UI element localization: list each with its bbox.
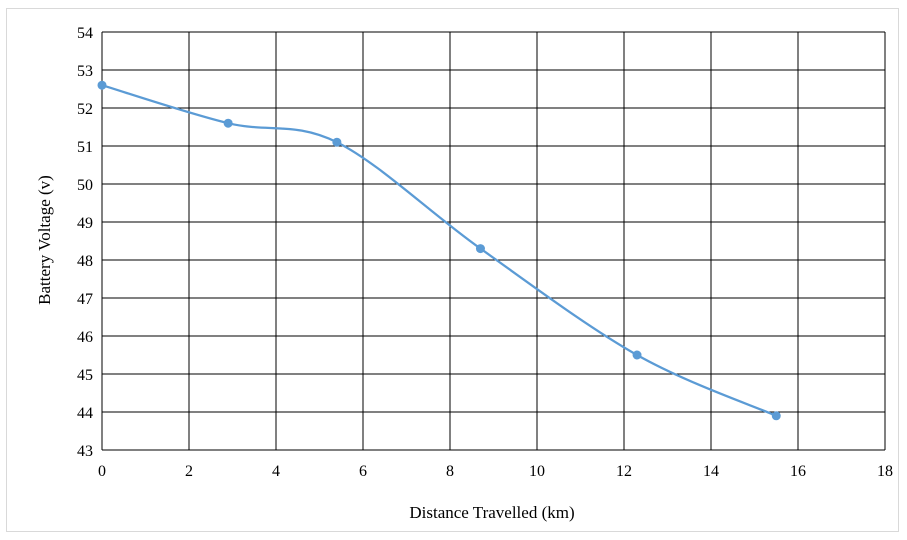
x-tick-label: 2 [185,463,193,480]
y-tick-label: 49 [77,215,93,232]
y-tick-label: 45 [77,367,93,384]
data-point [97,80,107,90]
y-tick-label: 52 [77,101,93,118]
y-tick-label: 50 [77,177,93,194]
y-tick-label: 47 [77,291,93,308]
y-tick-label: 46 [77,329,93,346]
grid-lines [101,31,886,451]
x-tick-label: 18 [877,463,893,480]
x-tick-label: 16 [790,463,806,480]
y-tick-label: 51 [77,139,93,156]
series-layer [97,80,781,421]
y-tick-label: 54 [77,25,93,42]
y-tick-label: 44 [77,405,93,422]
y-tick-label: 43 [77,443,93,460]
data-point [475,244,485,254]
x-tick-label: 14 [703,463,719,480]
x-tick-label: 12 [616,463,632,480]
data-point [223,118,233,128]
x-tick-label: 0 [98,463,106,480]
x-tick-label: 8 [446,463,454,480]
data-point [332,137,342,147]
y-tick-label: 48 [77,253,93,270]
chart-frame [6,8,899,532]
data-point [771,411,781,421]
x-axis-title: Distance Travelled (km) [409,503,574,522]
x-tick-label: 10 [529,463,545,480]
x-tick-label: 6 [359,463,367,480]
y-tick-label: 53 [77,63,93,80]
y-axis-title: Battery Voltage (v) [35,175,54,305]
x-tick-label: 4 [272,463,280,480]
series-line [101,84,777,417]
data-point [632,350,642,360]
